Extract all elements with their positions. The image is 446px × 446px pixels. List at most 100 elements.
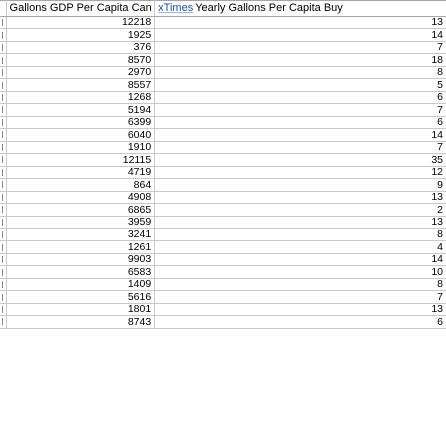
table-row[interactable]: 3959 13: [0, 215, 446, 229]
table-row[interactable]: 1261 4: [0, 240, 446, 254]
gdp-cell[interactable]: 6040: [5, 128, 156, 142]
row-marker: [2, 281, 3, 289]
row-marker: [2, 231, 3, 239]
gdp-cell[interactable]: 8743: [5, 315, 156, 329]
gallons-cell[interactable]: 13: [154, 215, 446, 229]
gallons-cell[interactable]: 13: [154, 15, 446, 30]
row-marker: [2, 318, 3, 326]
table-row[interactable]: 8743 6: [0, 315, 446, 329]
gallons-cell[interactable]: 12: [154, 165, 446, 180]
gdp-cell[interactable]: 5616: [5, 290, 156, 304]
row-marker: [2, 81, 3, 89]
table-row[interactable]: 1268 6: [0, 90, 446, 105]
xtimes-link[interactable]: xTimes: [158, 2, 194, 14]
row-marker: [2, 118, 3, 126]
table-row[interactable]: 864 9: [0, 178, 446, 192]
gdp-cell[interactable]: 2970: [5, 65, 156, 80]
table-row[interactable]: 5616 7: [0, 290, 446, 304]
gallons-cell[interactable]: 35: [154, 153, 446, 167]
gallons-header-label: Yearly Gallons Per Capita Buy: [195, 2, 343, 14]
table-row[interactable]: 1910 7: [0, 140, 446, 155]
gallons-cell[interactable]: 5: [154, 78, 446, 92]
gallons-cell[interactable]: 14: [154, 252, 446, 267]
gallons-cell[interactable]: 7: [154, 40, 446, 55]
gallons-cell[interactable]: 7: [154, 290, 446, 304]
table-row[interactable]: 1925 14: [0, 28, 446, 42]
row-marker: [2, 293, 3, 301]
gdp-cell[interactable]: 1925: [5, 28, 156, 42]
gallons-cell[interactable]: 7: [154, 103, 446, 117]
table-row[interactable]: 6040 14: [0, 128, 446, 142]
table-row[interactable]: 6583 10: [0, 265, 446, 279]
table-row[interactable]: 3241 8: [0, 227, 446, 242]
gdp-cell[interactable]: 8570: [5, 53, 156, 67]
table-row[interactable]: 12115 35: [0, 153, 446, 167]
gdp-cell[interactable]: 6399: [5, 115, 156, 130]
gdp-cell[interactable]: 864: [5, 178, 156, 192]
table-row[interactable]: 1801 13: [0, 302, 446, 317]
gallons-cell[interactable]: 9: [154, 178, 446, 192]
table-row[interactable]: 12218 13: [0, 15, 446, 30]
table-row[interactable]: 4908 13: [0, 190, 446, 205]
row-index-cell: [0, 315, 7, 329]
table-row[interactable]: 8557 5: [0, 78, 446, 92]
row-marker: [2, 218, 3, 226]
gallons-cell[interactable]: 8: [154, 65, 446, 80]
table-row[interactable]: 4719 12: [0, 165, 446, 180]
row-marker: [2, 268, 3, 276]
table-row[interactable]: 8570 18: [0, 53, 446, 67]
gallons-cell[interactable]: 13: [154, 302, 446, 317]
gallons-cell[interactable]: 8: [154, 277, 446, 292]
gdp-cell[interactable]: 1261: [5, 240, 156, 254]
gallons-cell[interactable]: 4: [154, 240, 446, 254]
table-row[interactable]: 2970 8: [0, 65, 446, 80]
gdp-cell[interactable]: 1801: [5, 302, 156, 317]
table-row[interactable]: 5194 7: [0, 103, 446, 117]
row-marker: [2, 143, 3, 151]
row-marker: [2, 168, 3, 176]
gdp-cell[interactable]: 4719: [5, 165, 156, 180]
gallons-header-cell[interactable]: xTimes Yearly Gallons Per Capita Buy: [154, 0, 446, 17]
gdp-cell[interactable]: 1910: [5, 140, 156, 155]
row-marker: [2, 131, 3, 139]
table-row[interactable]: 1409 8: [0, 277, 446, 292]
gdp-cell[interactable]: 376: [5, 40, 156, 55]
table-row[interactable]: 376 7: [0, 40, 446, 55]
gdp-cell[interactable]: 3241: [5, 227, 156, 242]
gdp-cell[interactable]: 3959: [5, 215, 156, 229]
gdp-cell[interactable]: 6583: [5, 265, 156, 279]
row-marker: [2, 193, 3, 201]
row-marker: [2, 256, 3, 264]
gallons-cell[interactable]: 18: [154, 53, 446, 67]
table-row[interactable]: 6865 2: [0, 203, 446, 217]
row-marker: [2, 206, 3, 214]
gdp-cell[interactable]: 9903: [5, 252, 156, 267]
row-marker: [2, 181, 3, 189]
gallons-cell[interactable]: 7: [154, 140, 446, 155]
gdp-cell[interactable]: 12115: [5, 153, 156, 167]
row-marker: [2, 19, 3, 27]
gdp-cell[interactable]: 1409: [5, 277, 156, 292]
gdp-cell[interactable]: 4908: [5, 190, 156, 205]
gdp-cell[interactable]: 6865: [5, 203, 156, 217]
gdp-header-cell[interactable]: Gallons GDP Per Capita Can Buy: [5, 0, 156, 17]
gdp-cell[interactable]: 12218: [5, 15, 156, 30]
gdp-cell[interactable]: 5194: [5, 103, 156, 117]
gdp-cell[interactable]: 1268: [5, 90, 156, 105]
gallons-cell[interactable]: 6: [154, 90, 446, 105]
gallons-cell[interactable]: 13: [154, 190, 446, 205]
gallons-cell[interactable]: 10: [154, 265, 446, 279]
table-row[interactable]: 9903 14: [0, 252, 446, 267]
row-marker: [2, 69, 3, 77]
gallons-cell[interactable]: 14: [154, 28, 446, 42]
gallons-cell[interactable]: 6: [154, 315, 446, 329]
row-marker: [2, 94, 3, 102]
table-row[interactable]: 6399 6: [0, 115, 446, 130]
gallons-cell[interactable]: 8: [154, 227, 446, 242]
gdp-cell[interactable]: 8557: [5, 78, 156, 92]
gallons-cell[interactable]: 2: [154, 203, 446, 217]
data-rows: 12218 13 1925 14 376 7 8570 18 2970 8 8557 5 1268 6 51…: [0, 15, 446, 329]
row-marker: [2, 156, 3, 164]
gallons-cell[interactable]: 14: [154, 128, 446, 142]
gallons-cell[interactable]: 6: [154, 115, 446, 130]
